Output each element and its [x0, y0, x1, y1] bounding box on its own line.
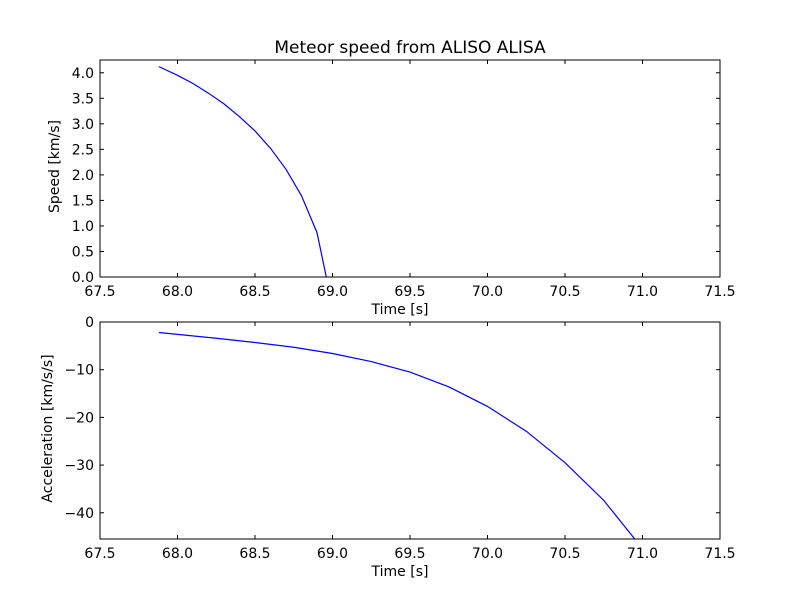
speed-y-tick-label: 3.5	[72, 91, 94, 107]
acceleration-y-tick-label: −20	[64, 410, 94, 426]
speed-y-tick-label: 0.5	[72, 244, 94, 260]
speed-x-tick-label: 68.5	[239, 284, 270, 300]
acceleration-y-axis-label: Acceleration [km/s/s]	[40, 354, 56, 502]
acceleration-x-axis-label: Time [s]	[371, 564, 429, 580]
speed-y-tick-label: 1.0	[72, 219, 94, 235]
acceleration-x-tick-label: 68.5	[239, 546, 270, 562]
speed-y-tick-label: 3.0	[72, 117, 94, 133]
acceleration-x-tick-label: 68.0	[162, 546, 193, 562]
acceleration-y-tick-label: −30	[64, 458, 94, 474]
speed-y-tick-label: 1.5	[72, 193, 94, 209]
acceleration-y-tick-label: −40	[64, 506, 94, 522]
speed-y-tick-label: 4.0	[72, 66, 94, 82]
speed-axes: 67.5 68.0 68.5 69.0 69.5 70.0 70.5 71.0 71.5 0.0 0…	[47, 59, 736, 318]
acceleration-y-tick-label: 0	[85, 315, 94, 331]
speed-x-axis-label: Time [s]	[371, 302, 429, 318]
speed-y-tick-label: 0.0	[72, 270, 94, 286]
speed-x-tick-label: 71.0	[627, 284, 658, 300]
acceleration-x-tick-label: 69.0	[317, 546, 348, 562]
speed-y-axis-label: Speed [km/s]	[47, 120, 63, 213]
speed-x-tick-label: 67.5	[84, 284, 115, 300]
acceleration-x-tick-label: 71.0	[627, 546, 658, 562]
speed-y-tick-label: 2.5	[72, 142, 94, 158]
acceleration-axes: 67.5 68.0 68.5 69.0 69.5 70.0 70.5 71.0 71.5 0 −10…	[40, 315, 736, 580]
speed-y-tick-label: 2.0	[72, 168, 94, 184]
acceleration-x-tick-label: 70.0	[472, 546, 503, 562]
speed-x-tick-label: 69.0	[317, 284, 348, 300]
speed-x-tick-label: 70.5	[549, 284, 580, 300]
acceleration-x-tick-label: 67.5	[84, 546, 115, 562]
speed-x-tick-label: 71.5	[704, 284, 735, 300]
speed-x-tick-label: 69.5	[394, 284, 425, 300]
acceleration-x-tick-label: 70.5	[549, 546, 580, 562]
acceleration-x-tick-label: 71.5	[704, 546, 735, 562]
acceleration-x-tick-label: 69.5	[394, 546, 425, 562]
acceleration-series-line	[158, 331, 636, 539]
plots-container: 67.5 68.0 68.5 69.0 69.5 70.0 70.5 71.0 71.5 0.0 0…	[40, 59, 736, 580]
acceleration-y-tick-label: −10	[64, 363, 94, 379]
speed-series-line	[158, 66, 327, 277]
chart-title: Meteor speed from ALISO ALISA	[274, 38, 546, 58]
speed-x-tick-label: 70.0	[472, 284, 503, 300]
speed-x-tick-label: 68.0	[162, 284, 193, 300]
